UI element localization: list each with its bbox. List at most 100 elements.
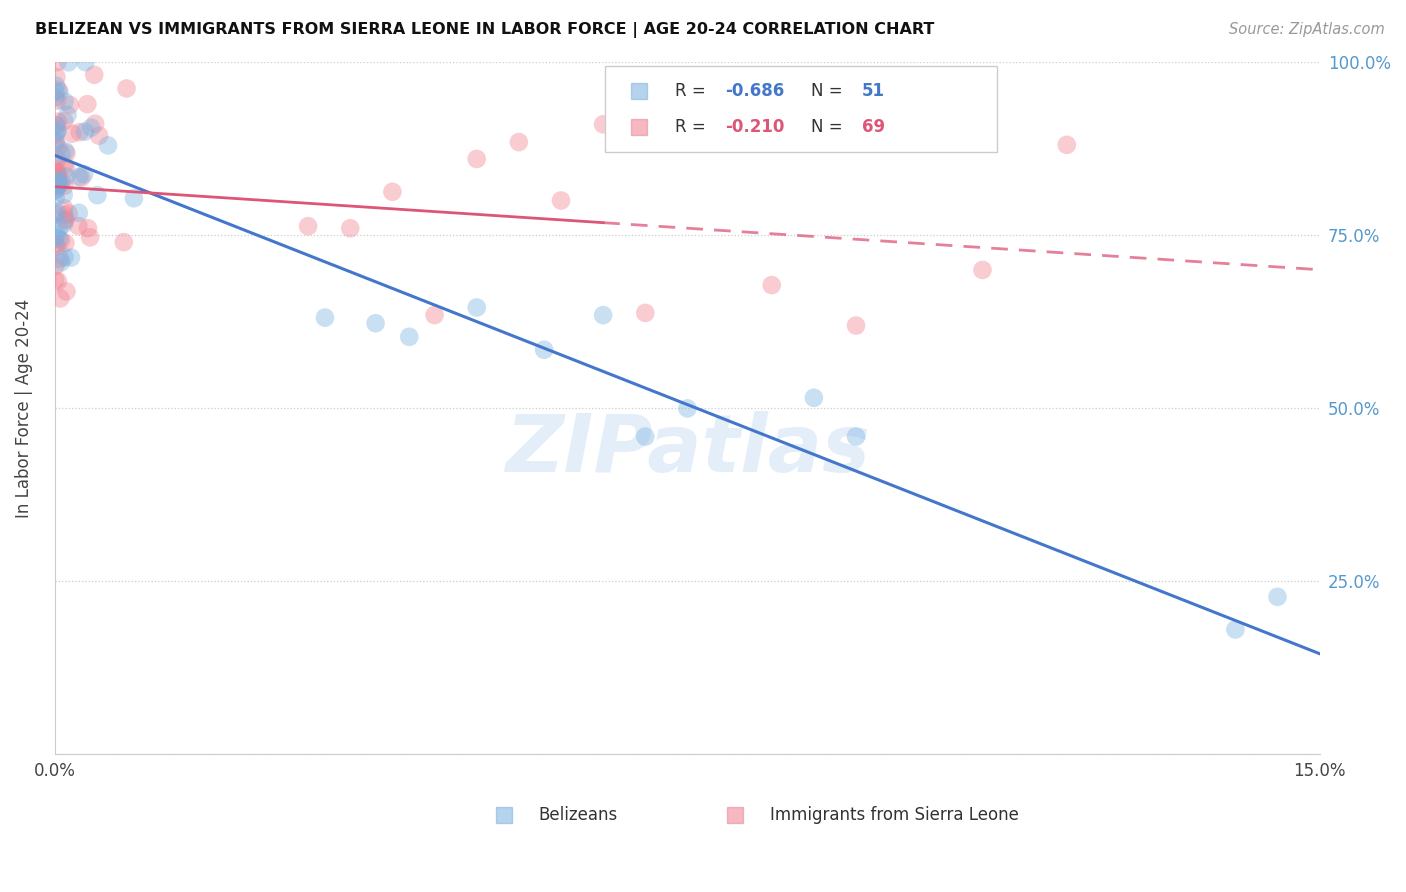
Point — [75, 125, 97, 139]
FancyBboxPatch shape — [605, 66, 997, 153]
Point — [46, 175, 69, 189]
Text: ZIPatlas: ZIPatlas — [505, 410, 870, 489]
Point — [49, 252, 72, 266]
Text: N =: N = — [811, 81, 848, 100]
Point — [53, 208, 76, 222]
Point — [45, 205, 67, 219]
Point — [67, 206, 90, 220]
Point — [381, 185, 404, 199]
Point — [52, 187, 75, 202]
Text: N =: N = — [811, 118, 848, 136]
Point — [465, 152, 488, 166]
Point — [55, 161, 77, 176]
Point — [592, 117, 614, 131]
Point — [508, 135, 530, 149]
Point — [115, 81, 138, 95]
Point — [46, 55, 69, 70]
Point — [45, 165, 67, 179]
Point — [48, 220, 70, 235]
Point — [51, 146, 73, 161]
Point — [845, 429, 868, 443]
Point — [49, 255, 72, 269]
Point — [634, 429, 657, 443]
Point — [46, 163, 69, 178]
Text: 69: 69 — [862, 118, 884, 136]
Point — [718, 114, 741, 128]
Point — [55, 235, 77, 250]
Text: R =: R = — [675, 118, 711, 136]
Point — [44, 128, 66, 142]
Point — [44, 179, 66, 194]
Text: -0.210: -0.210 — [725, 118, 785, 136]
Point — [45, 191, 67, 205]
Point — [67, 219, 90, 233]
Point — [59, 98, 82, 112]
Point — [73, 167, 96, 181]
Point — [423, 308, 446, 322]
Point — [592, 308, 614, 322]
Point — [761, 278, 783, 293]
Point — [112, 235, 135, 249]
Point — [1056, 137, 1078, 152]
Point — [44, 207, 66, 221]
Point — [46, 83, 69, 97]
Point — [46, 171, 69, 186]
Point — [550, 194, 572, 208]
Point — [46, 274, 69, 288]
Point — [53, 144, 76, 158]
Point — [45, 175, 67, 189]
Point — [634, 306, 657, 320]
Point — [76, 97, 98, 112]
Point — [845, 318, 868, 333]
Point — [51, 174, 73, 188]
Point — [44, 273, 66, 287]
Point — [44, 134, 66, 148]
Point — [58, 55, 80, 70]
Point — [53, 250, 76, 264]
Point — [52, 217, 75, 231]
Point — [55, 169, 77, 184]
Point — [44, 85, 66, 99]
Point — [97, 138, 120, 153]
Point — [53, 213, 76, 227]
Text: Immigrants from Sierra Leone: Immigrants from Sierra Leone — [769, 806, 1018, 824]
Text: R =: R = — [675, 81, 711, 100]
Point — [45, 136, 67, 150]
Point — [297, 219, 319, 234]
Point — [676, 401, 699, 416]
Point — [49, 177, 72, 191]
Point — [46, 179, 69, 194]
Point — [55, 285, 77, 299]
Point — [465, 301, 488, 315]
Point — [49, 292, 72, 306]
Point — [80, 120, 103, 135]
Point — [44, 119, 66, 133]
Point — [45, 94, 67, 108]
Point — [56, 108, 79, 122]
Point — [83, 68, 105, 82]
Point — [67, 169, 90, 184]
Point — [45, 182, 67, 196]
Point — [46, 239, 69, 253]
Point — [58, 206, 80, 220]
Point — [46, 114, 69, 128]
Point — [803, 391, 825, 405]
Point — [48, 232, 70, 246]
Point — [48, 177, 70, 191]
Text: BELIZEAN VS IMMIGRANTS FROM SIERRA LEONE IN LABOR FORCE | AGE 20-24 CORRELATION : BELIZEAN VS IMMIGRANTS FROM SIERRA LEONE… — [35, 22, 935, 38]
Point — [533, 343, 555, 357]
Text: 51: 51 — [862, 81, 884, 100]
Point — [79, 230, 101, 244]
Point — [53, 95, 76, 109]
Point — [49, 234, 72, 248]
Point — [53, 158, 76, 172]
Point — [398, 330, 420, 344]
Point — [55, 146, 77, 161]
Point — [972, 263, 994, 277]
Point — [45, 165, 67, 179]
Point — [44, 175, 66, 189]
Point — [1267, 590, 1289, 604]
Point — [55, 212, 77, 227]
Point — [48, 169, 70, 184]
Point — [46, 125, 69, 139]
